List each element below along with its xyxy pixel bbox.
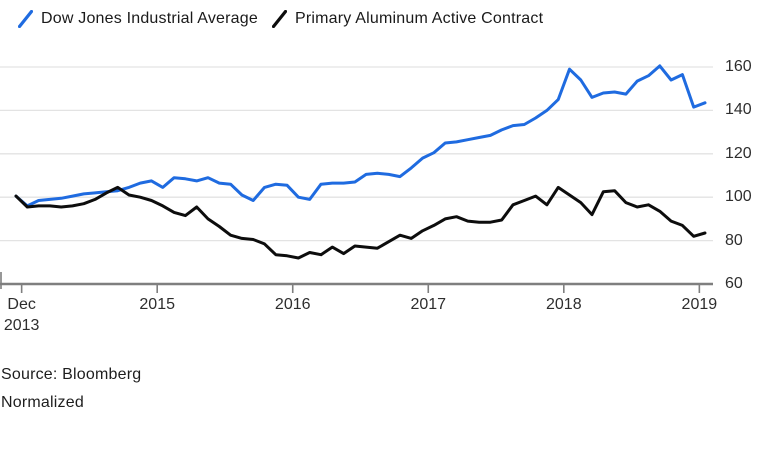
dow-jones-line — [14, 64, 707, 208]
y-axis-label: 120 — [725, 144, 752, 162]
x-axis-label: 2018 — [546, 296, 582, 313]
y-axis-label: 140 — [725, 101, 752, 119]
chart-legend: Dow Jones Industrial Average Primary Alu… — [18, 10, 543, 28]
y-axis-label: 100 — [725, 188, 752, 206]
y-axis-label: 80 — [725, 231, 743, 249]
x-axis-label: 2015 — [139, 296, 175, 313]
x-axis-label: Dec 2013 — [3, 296, 40, 334]
x-axis-label: 2016 — [274, 296, 311, 313]
aluminum-line — [14, 185, 707, 260]
x-axis-label: 2017 — [410, 296, 447, 313]
y-axis-label: 60 — [725, 275, 743, 292]
legend-label-aluminum: Primary Aluminum Active Contract — [294, 10, 544, 27]
x-axis-label: 2019 — [681, 296, 718, 313]
legend-item-aluminum[interactable]: Primary Aluminum Active Contract — [271, 10, 544, 28]
normalized-text: Normalized — [1, 394, 84, 411]
y-axis-label: 160 — [725, 58, 752, 75]
black-slash-icon — [271, 10, 287, 28]
source-text: Source: Bloomberg — [1, 366, 142, 383]
blue-slash-icon — [18, 10, 33, 28]
x-axis — [0, 272, 713, 293]
legend-item-dow-jones[interactable]: Dow Jones Industrial Average — [18, 10, 258, 28]
legend-label-dow-jones: Dow Jones Industrial Average — [41, 10, 258, 27]
chart-footer: Source: Bloomberg Normalized — [1, 361, 141, 417]
gridlines — [0, 66, 713, 242]
